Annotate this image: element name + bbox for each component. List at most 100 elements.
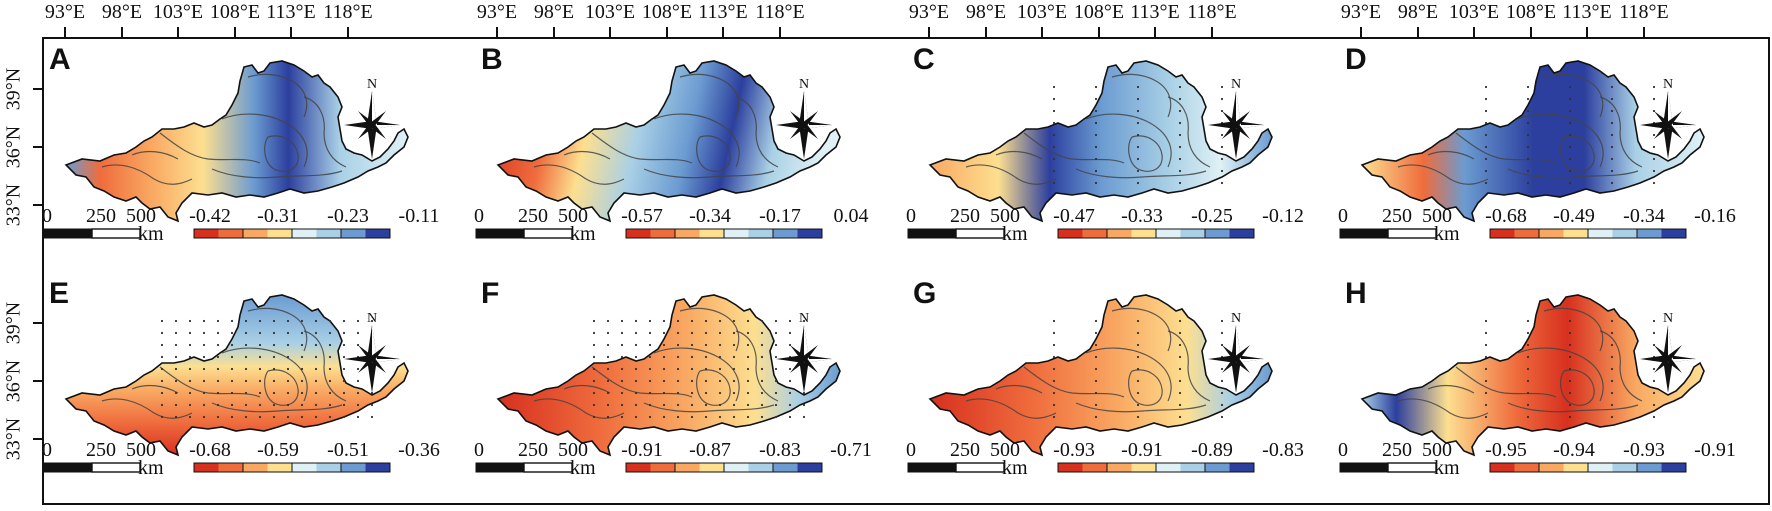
significance-stippling	[160, 319, 374, 419]
legend-value-label: -0.89	[1191, 439, 1233, 461]
scale-bar	[43, 462, 141, 473]
longitude-label: 108°E	[641, 1, 693, 23]
scale-bar-label: 0	[42, 205, 52, 227]
contour-line	[1517, 113, 1604, 168]
contour-line	[965, 398, 1057, 419]
legend-value-label: -0.91	[621, 439, 663, 461]
map-svg	[907, 294, 1273, 473]
contour-line	[1507, 402, 1639, 413]
contour-line	[303, 96, 347, 168]
longitude-tick	[609, 27, 611, 37]
scale-bar-label: 0	[474, 439, 484, 461]
scale-bar-label: 250	[518, 439, 548, 461]
legend-swatch	[1180, 229, 1206, 238]
contour-line	[1397, 398, 1489, 419]
scale-bar-label: 0	[906, 205, 916, 227]
scale-bar-label: 500	[990, 205, 1020, 227]
legend-value-label: -0.47	[1053, 205, 1095, 227]
north-arrow-icon	[1208, 91, 1264, 159]
contour-line	[1128, 135, 1163, 172]
legend-value-label: -0.36	[398, 439, 440, 461]
legend-value-label: -0.51	[327, 439, 369, 461]
latitude-tick	[33, 438, 43, 440]
legend-swatch	[797, 463, 823, 472]
legend-swatch	[1539, 463, 1564, 472]
map-panel-g: G N 0 250 500 km -0.93 -0.91 -0.89 -0.83	[906, 271, 1338, 505]
contour-line	[696, 369, 731, 406]
panel-label: D	[1345, 43, 1367, 76]
longitude-tick	[1473, 27, 1475, 37]
legend-swatch	[1107, 229, 1132, 238]
legend-colorbar	[1489, 462, 1687, 473]
scale-bar-label: 0	[42, 439, 52, 461]
scale-bar-label: 500	[126, 439, 156, 461]
contour-line	[735, 330, 779, 402]
longitude-tick	[64, 27, 66, 37]
longitude-label: 118°E	[1187, 1, 1237, 23]
panel-label: C	[913, 43, 935, 76]
longitude-tick	[553, 27, 555, 37]
legend-swatch	[1082, 463, 1108, 472]
contour-line	[159, 366, 261, 398]
yellow-river-basin-shape	[1360, 60, 1705, 223]
legend-swatch	[365, 229, 391, 238]
scale-bar-unit: km	[570, 457, 596, 479]
scale-bar-label: 500	[126, 205, 156, 227]
contour-line	[247, 73, 308, 118]
legend-swatch	[1058, 463, 1083, 472]
contour-line	[696, 135, 731, 172]
panel-label: H	[1345, 277, 1367, 310]
legend-colorbar	[625, 228, 823, 239]
legend-swatch	[1514, 229, 1540, 238]
legend-swatch	[341, 229, 366, 238]
contour-line	[211, 168, 343, 179]
latitude-tick	[33, 380, 43, 382]
north-arrow-icon	[1640, 91, 1696, 159]
longitude-label: 98°E	[1397, 1, 1439, 23]
latitude-tick	[33, 88, 43, 90]
legend-swatch	[699, 463, 725, 472]
contour-line	[1599, 330, 1643, 402]
legend-swatch	[1612, 463, 1638, 472]
legend-swatch	[292, 229, 317, 238]
contour-line	[1507, 168, 1639, 179]
contour-line	[563, 150, 611, 160]
contour-line	[1111, 73, 1172, 118]
legend-swatch	[1180, 463, 1206, 472]
longitude-tick	[234, 27, 236, 37]
north-arrow-icon	[344, 325, 400, 393]
legend-value-label: -0.68	[1485, 205, 1527, 227]
contour-line	[1517, 347, 1604, 402]
longitude-tick	[347, 27, 349, 37]
significance-stippling	[592, 319, 806, 419]
legend-swatch	[1205, 229, 1230, 238]
contour-line	[1085, 113, 1172, 168]
panel-label: F	[481, 277, 500, 310]
legend-value-label: -0.91	[1694, 439, 1736, 461]
panel-label: B	[481, 43, 503, 76]
contour-line	[211, 402, 343, 413]
contour-line	[1111, 307, 1172, 352]
legend-value-label: 0.04	[833, 205, 869, 227]
longitude-tick	[928, 27, 930, 37]
contour-line	[221, 113, 308, 168]
legend-value-label: -0.17	[759, 205, 801, 227]
legend-swatch	[1131, 463, 1157, 472]
legend-colorbar	[193, 462, 391, 473]
contour-line	[995, 384, 1043, 394]
contour-line	[1128, 369, 1163, 406]
legend-swatch	[626, 463, 651, 472]
legend-swatch	[1588, 463, 1613, 472]
contour-line	[653, 113, 740, 168]
contour-line	[653, 347, 740, 402]
compass-north-label: N	[1663, 77, 1674, 92]
longitude-label: 98°E	[965, 1, 1007, 23]
longitude-label: 113°E	[698, 1, 748, 23]
yellow-river-basin-shape	[64, 60, 409, 223]
latitude-tick	[33, 204, 43, 206]
legend-value-label: -0.49	[1553, 205, 1595, 227]
legend-swatch	[1156, 229, 1181, 238]
legend-swatch	[773, 229, 798, 238]
scale-bar-label: 250	[518, 205, 548, 227]
scale-bar-label: 500	[1422, 439, 1452, 461]
